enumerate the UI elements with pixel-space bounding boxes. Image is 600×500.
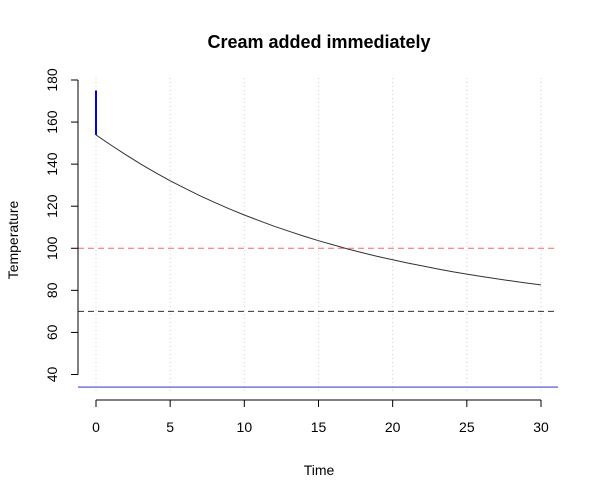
x-tick-label-30: 30 [533, 419, 549, 435]
y-tick-label-160: 160 [44, 110, 60, 134]
chart-title: Cream added immediately [207, 32, 430, 52]
y-tick-label-140: 140 [44, 152, 60, 176]
reference-lines [78, 247, 558, 388]
y-tick-label-80: 80 [44, 282, 60, 298]
y-tick-label-40: 40 [44, 367, 60, 383]
y-tick-label-180: 180 [44, 68, 60, 92]
x-tick-label-20: 20 [385, 419, 401, 435]
x-axis-label: Time [304, 462, 335, 478]
y-tick-label-100: 100 [44, 236, 60, 260]
x-tick-label-25: 25 [459, 419, 475, 435]
series-lines [95, 90, 542, 286]
y-tick-label-120: 120 [44, 194, 60, 218]
axes: 0 5 10 15 20 25 30 40 60 80 100 120 140 160 180 [44, 68, 549, 435]
y-axis-label: Temperature [5, 200, 21, 279]
grid-lines [95, 78, 542, 392]
x-tick-label-5: 5 [166, 419, 174, 435]
x-tick-label-15: 15 [311, 419, 327, 435]
y-tick-label-60: 60 [44, 324, 60, 340]
x-tick-label-0: 0 [92, 419, 100, 435]
cooling-curve-line [95, 134, 542, 286]
x-tick-label-10: 10 [237, 419, 253, 435]
